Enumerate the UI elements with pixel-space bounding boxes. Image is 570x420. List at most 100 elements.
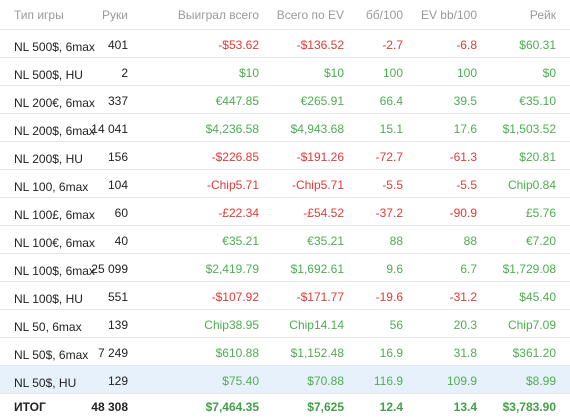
cell-hands: 551 <box>107 290 128 304</box>
cell-game-type: NL 200$, 6max <box>14 124 95 138</box>
cell-rake: $8.99 <box>525 374 556 388</box>
cell-won: -$226.85 <box>211 150 259 164</box>
cell-bb100: 15.1 <box>379 122 403 136</box>
cell-game-type: NL 200$, HU <box>14 152 83 166</box>
header-rake[interactable]: Рейк <box>529 8 556 22</box>
cell-ev: $4,943.68 <box>290 122 344 136</box>
table-row[interactable]: NL 50$, 6max 7 249 $610.88 $1,152.48 16.9 31.… <box>0 338 570 366</box>
cell-rake: £5.76 <box>525 206 556 220</box>
table-body: NL 500$, 6max 401 -$53.62 -$136.52 -2.7 -6.8 $… <box>0 30 570 394</box>
cell-ev: -Chip5.71 <box>291 178 344 192</box>
cell-won: -Chip5.71 <box>206 178 259 192</box>
cell-won: $10 <box>238 66 259 80</box>
cell-won: €35.21 <box>222 234 259 248</box>
cell-ev: -£54.52 <box>303 206 344 220</box>
cell-ev-bb100: 6.7 <box>460 262 477 276</box>
cell-bb100: 100 <box>382 66 403 80</box>
cell-hands: 139 <box>107 318 128 332</box>
cell-ev-bb100: 39.5 <box>453 94 477 108</box>
cell-ev: $1,152.48 <box>290 346 344 360</box>
header-hands[interactable]: Руки <box>102 8 128 22</box>
cell-ev-bb100: -5.5 <box>456 178 477 192</box>
cell-won: Chip38.95 <box>204 318 259 332</box>
cell-ev: -$191.26 <box>296 150 344 164</box>
cell-ev-bb100: 88 <box>463 234 477 248</box>
cell-ev-bb100: -90.9 <box>449 206 477 220</box>
cell-hands: 401 <box>107 38 128 52</box>
table-row[interactable]: NL 500$, HU 2 $10 $10 100 100 $0 <box>0 58 570 86</box>
header-won-total[interactable]: Выиграл всего <box>177 8 259 22</box>
cell-ev: $70.88 <box>307 374 344 388</box>
total-bb100: 12.4 <box>379 400 403 414</box>
cell-won: -£22.34 <box>218 206 259 220</box>
cell-ev: $1,692.61 <box>290 262 344 276</box>
cell-bb100: 66.4 <box>379 94 403 108</box>
cell-bb100: 16.9 <box>379 346 403 360</box>
table-row[interactable]: NL 200€, 6max 337 €447.85 €265.91 66.4 39.5 €3… <box>0 86 570 114</box>
cell-rake: $0 <box>542 66 556 80</box>
cell-won: $4,236.58 <box>205 122 259 136</box>
total-ev-bb100: 13.4 <box>453 400 477 414</box>
cell-hands: 2 <box>121 66 128 80</box>
cell-rake: Chip7.09 <box>507 318 556 332</box>
cell-game-type: NL 50$, 6max <box>14 348 89 362</box>
header-bb100[interactable]: бб/100 <box>365 8 403 22</box>
cell-hands: 156 <box>107 150 128 164</box>
table-row[interactable]: NL 100$, 6max 25 099 $2,419.79 $1,692.61 9.6… <box>0 254 570 282</box>
cell-bb100: -19.6 <box>375 290 403 304</box>
cell-rake: $45.40 <box>519 290 556 304</box>
cell-hands: 40 <box>114 234 128 248</box>
cell-bb100: -5.5 <box>382 178 403 192</box>
cell-rake: $361.20 <box>512 346 556 360</box>
table-row[interactable]: NL 200$, 6max 14 041 $4,236.58 $4,943.68 15.… <box>0 114 570 142</box>
header-game-type[interactable]: Тип игры <box>14 8 64 22</box>
table-row[interactable]: NL 200$, HU 156 -$226.85 -$191.26 -72.7 -61.3… <box>0 142 570 170</box>
cell-rake: $20.81 <box>519 150 556 164</box>
cell-bb100: 56 <box>389 318 403 332</box>
cell-hands: 60 <box>114 206 128 220</box>
cell-hands: 25 099 <box>91 262 128 276</box>
total-label: ИТОГ <box>14 400 46 414</box>
cell-rake: Chip0.84 <box>507 178 556 192</box>
header-ev-bb100[interactable]: EV bb/100 <box>420 8 477 22</box>
cell-game-type: NL 100, 6max <box>14 180 89 194</box>
cell-game-type: NL 100$, HU <box>14 292 83 306</box>
cell-ev: -$136.52 <box>296 38 344 52</box>
cell-ev-bb100: -31.2 <box>449 290 477 304</box>
cell-game-type: NL 50, 6max <box>14 320 82 334</box>
cell-ev-bb100: -61.3 <box>449 150 477 164</box>
total-ev: $7,625 <box>307 400 344 414</box>
header-ev-total[interactable]: Всего по EV <box>276 8 344 22</box>
cell-ev-bb100: 100 <box>456 66 477 80</box>
cell-ev: $10 <box>323 66 344 80</box>
cell-ev-bb100: -6.8 <box>456 38 477 52</box>
cell-bb100: -2.7 <box>382 38 403 52</box>
cell-game-type: NL 100$, 6max <box>14 264 95 278</box>
total-row: ИТОГ 48 308 $7,464.35 $7,625 12.4 13.4 $… <box>0 394 570 420</box>
table-row[interactable]: NL 500$, 6max 401 -$53.62 -$136.52 -2.7 -6.8 $… <box>0 30 570 58</box>
cell-ev: €265.91 <box>300 94 344 108</box>
cell-game-type: NL 100£, 6max <box>14 208 95 222</box>
cell-won: $610.88 <box>215 346 259 360</box>
cell-game-type: NL 500$, 6max <box>14 40 95 54</box>
cell-hands: 14 041 <box>91 122 128 136</box>
cell-hands: 7 249 <box>97 346 128 360</box>
cell-bb100: 116.9 <box>373 374 403 388</box>
cell-ev-bb100: 31.8 <box>453 346 477 360</box>
cell-rake: €35.10 <box>519 94 556 108</box>
table-row[interactable]: NL 100£, 6max 60 -£22.34 -£54.52 -37.2 -90.9 £… <box>0 198 570 226</box>
cell-won: $2,419.79 <box>205 262 259 276</box>
table-row[interactable]: NL 100€, 6max 40 €35.21 €35.21 88 88 €7.20 <box>0 226 570 254</box>
cell-rake: €7.20 <box>525 234 556 248</box>
cell-ev-bb100: 17.6 <box>453 122 477 136</box>
table-row[interactable]: NL 100, 6max 104 -Chip5.71 -Chip5.71 -5.5 -5.… <box>0 170 570 198</box>
cell-game-type: NL 50$, HU <box>14 376 77 390</box>
table-row[interactable]: NL 50, 6max 139 Chip38.95 Chip14.14 56 20.3 Ch… <box>0 310 570 338</box>
table-header: Тип игры Руки Выиграл всего Всего по EV … <box>0 0 570 30</box>
total-rake: $3,783.90 <box>502 400 556 414</box>
cell-ev: -$171.77 <box>296 290 344 304</box>
cell-bb100: 9.6 <box>386 262 403 276</box>
table-row[interactable]: NL 50$, HU 129 $75.40 $70.88 116.9 109.9 $8.99 <box>0 366 570 394</box>
table-row[interactable]: NL 100$, HU 551 -$107.92 -$171.77 -19.6 -31.2… <box>0 282 570 310</box>
